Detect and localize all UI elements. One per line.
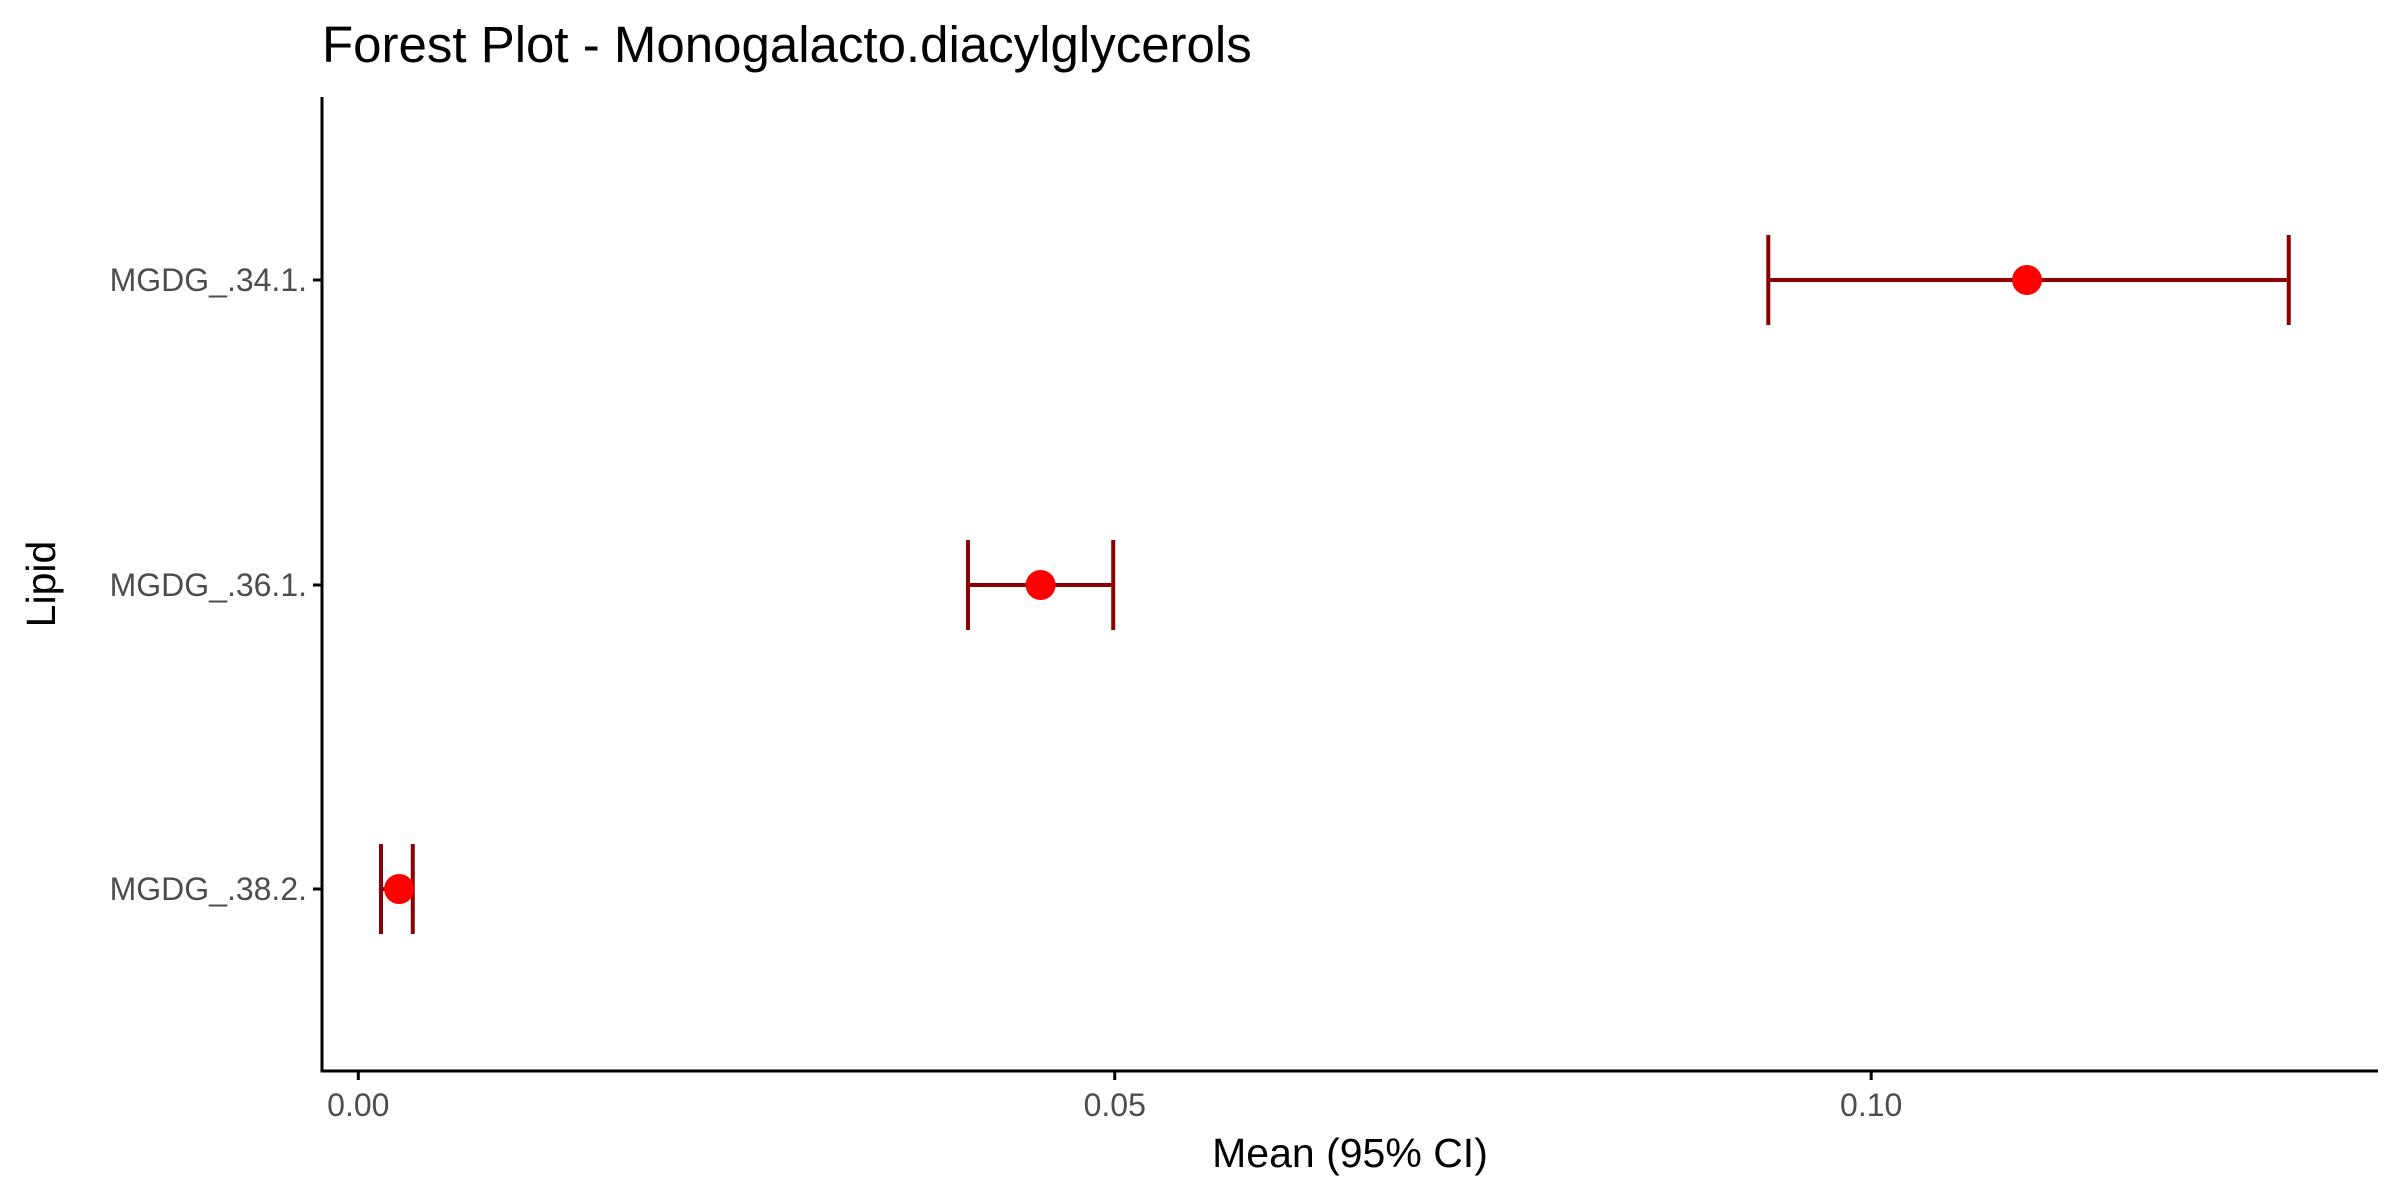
chart-title: Forest Plot - Monogalacto.diacylglycerol…	[322, 16, 1252, 73]
x-axis-title: Mean (95% CI)	[1212, 1130, 1488, 1176]
mean-point	[2012, 265, 2043, 295]
y-tick-label: MGDG_.38.2.	[110, 871, 307, 907]
y-axis-title: Lipid	[18, 541, 64, 628]
mean-point	[1025, 570, 1056, 600]
x-tick-label: 0.10	[1840, 1087, 1902, 1123]
chart-marks	[379, 235, 2291, 934]
x-tick-label: 0.00	[327, 1087, 389, 1123]
mean-point	[384, 874, 415, 904]
x-axis-ticks: 0.00 0.05 0.10	[327, 1071, 1902, 1123]
y-tick-label: MGDG_.34.1.	[110, 262, 307, 298]
x-tick-label: 0.05	[1084, 1087, 1146, 1123]
y-axis-ticks: MGDG_.34.1. MGDG_.36.1. MGDG_.38.2.	[110, 262, 322, 907]
y-tick-label: MGDG_.36.1.	[110, 567, 307, 603]
